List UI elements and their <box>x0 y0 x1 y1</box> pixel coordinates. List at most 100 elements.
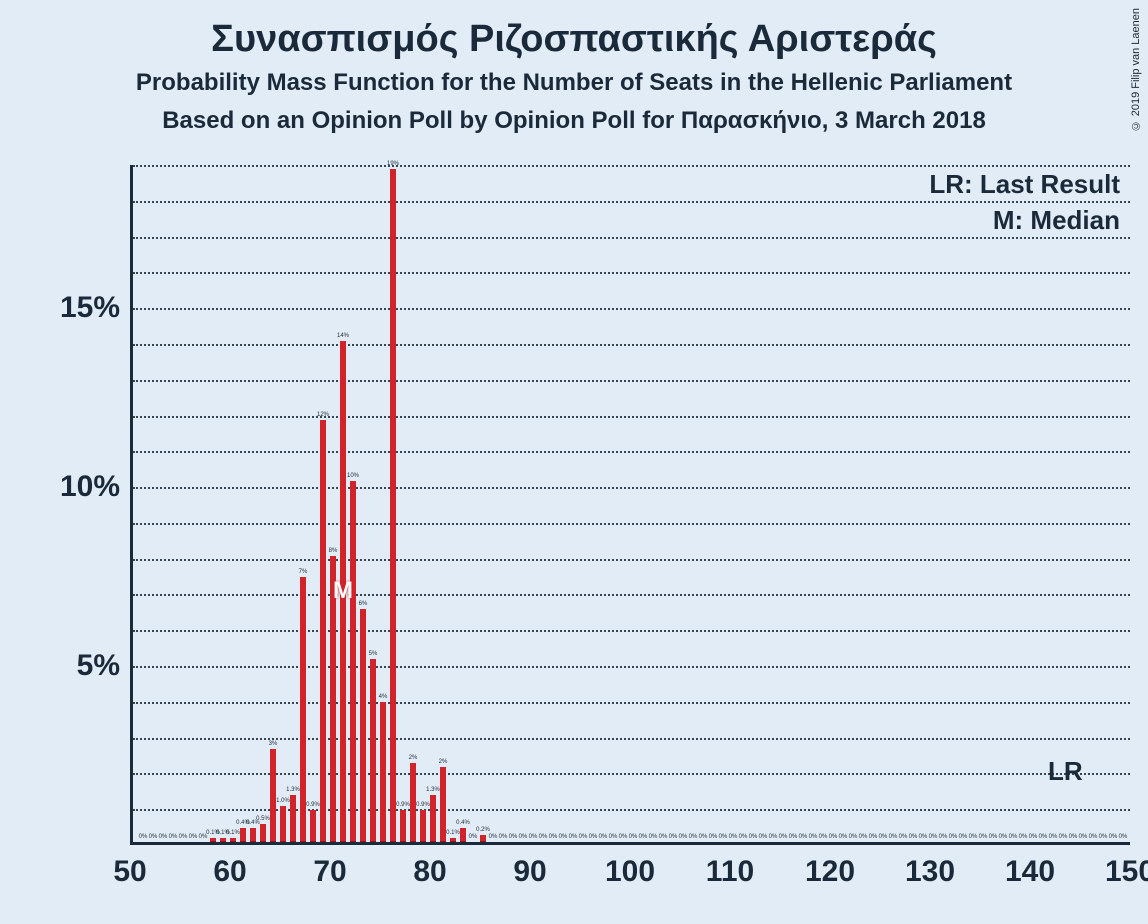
bar-value-label: 3% <box>269 741 278 747</box>
x-axis-label: 100 <box>605 855 655 889</box>
bar-value-label: 1.3% <box>286 787 300 793</box>
bar-value-label: 0% <box>599 834 608 840</box>
x-axis-label: 110 <box>706 855 754 889</box>
y-axis-label: 10% <box>40 470 120 504</box>
bar-value-label: 0% <box>1039 834 1048 840</box>
bar-value-label: 0% <box>539 834 548 840</box>
bar-value-label: 0% <box>929 834 938 840</box>
gridline <box>133 272 1130 274</box>
bar-value-label: 0% <box>139 834 148 840</box>
bar <box>460 828 466 842</box>
bar-value-label: 0% <box>519 834 528 840</box>
bar-value-label: 0% <box>949 834 958 840</box>
bar-value-label: 0% <box>689 834 698 840</box>
bar-value-label: 0.9% <box>396 802 410 808</box>
bar-value-label: 0% <box>1009 834 1018 840</box>
bar-value-label: 0% <box>1019 834 1028 840</box>
bar-value-label: 0% <box>1049 834 1058 840</box>
gridline <box>133 630 1130 632</box>
bar-value-label: 0.1% <box>446 830 460 836</box>
bar-value-label: 0% <box>559 834 568 840</box>
bar-value-label: 0% <box>909 834 918 840</box>
bar-value-label: 12% <box>317 412 329 418</box>
bar-value-label: 0% <box>189 834 198 840</box>
gridline <box>133 380 1130 382</box>
bar-value-label: 0% <box>969 834 978 840</box>
legend-last-result: LR: Last Result <box>929 169 1120 200</box>
bar-value-label: 1.3% <box>426 787 440 793</box>
bar-value-label: 0% <box>669 834 678 840</box>
bar-value-label: 0% <box>1109 834 1118 840</box>
bar-value-label: 0% <box>769 834 778 840</box>
bar-value-label: 0% <box>509 834 518 840</box>
bar-value-label: 2% <box>409 755 418 761</box>
bar-value-label: 0% <box>739 834 748 840</box>
bar <box>350 481 356 842</box>
bar-value-label: 0% <box>579 834 588 840</box>
chart-title: Συνασπισμός Ριζοσπαστικής Αριστεράς <box>0 0 1148 61</box>
bar-value-label: 0% <box>939 834 948 840</box>
chart-subtitle-2: Based on an Opinion Poll by Opinion Poll… <box>0 97 1148 135</box>
bar-value-label: 0% <box>1059 834 1068 840</box>
bar-value-label: 0.9% <box>416 802 430 808</box>
gridline <box>133 487 1130 489</box>
gridline <box>133 523 1130 525</box>
gridline <box>133 702 1130 704</box>
bar-value-label: 0% <box>169 834 178 840</box>
bar-value-label: 0% <box>859 834 868 840</box>
bar-value-label: 0% <box>489 834 498 840</box>
bar-value-label: 0.4% <box>456 820 470 826</box>
bar-value-label: 8% <box>329 548 338 554</box>
bar-value-label: 0% <box>819 834 828 840</box>
gridline <box>133 451 1130 453</box>
bar-value-label: 0% <box>869 834 878 840</box>
copyright-text: © 2019 Filip van Laenen <box>1130 8 1142 131</box>
bar <box>320 420 326 842</box>
bar <box>220 838 226 842</box>
bar-value-label: 0% <box>839 834 848 840</box>
bar <box>240 828 246 842</box>
bar-value-label: 0% <box>549 834 558 840</box>
bar-value-label: 0% <box>569 834 578 840</box>
bar <box>450 838 456 842</box>
bar <box>380 702 386 842</box>
bar-value-label: 0% <box>1079 834 1088 840</box>
bar-value-label: 0% <box>809 834 818 840</box>
bar-value-label: 0% <box>749 834 758 840</box>
bar-value-label: 14% <box>337 333 349 339</box>
gridline <box>133 237 1130 239</box>
x-axis-label: 80 <box>413 855 446 889</box>
bar <box>390 169 396 842</box>
bar-value-label: 2% <box>439 759 448 765</box>
bar <box>230 838 236 842</box>
bar-value-label: 0% <box>999 834 1008 840</box>
x-axis-label: 130 <box>905 855 955 889</box>
x-axis-label: 150 <box>1105 855 1148 889</box>
median-marker: M <box>333 577 353 605</box>
bar-value-label: 0% <box>499 834 508 840</box>
x-axis-label: 120 <box>805 855 855 889</box>
bar-value-label: 0% <box>919 834 928 840</box>
bar-value-label: 0% <box>1099 834 1108 840</box>
bar-value-label: 0.2% <box>476 827 490 833</box>
chart-subtitle-1: Probability Mass Function for the Number… <box>0 61 1148 97</box>
bar-value-label: 0.9% <box>306 802 320 808</box>
bar-value-label: 10% <box>347 473 359 479</box>
gridline <box>133 666 1130 668</box>
bar-value-label: 0% <box>179 834 188 840</box>
bar <box>480 835 486 842</box>
bar <box>290 795 296 842</box>
bar-value-label: 0% <box>719 834 728 840</box>
x-axis-label: 60 <box>213 855 246 889</box>
gridline <box>133 201 1130 203</box>
bar-value-label: 0% <box>789 834 798 840</box>
bar-value-label: 0% <box>879 834 888 840</box>
gridline <box>133 773 1130 775</box>
bar <box>260 824 266 842</box>
bar <box>410 763 416 842</box>
bar <box>250 828 256 842</box>
bar-value-label: 0.5% <box>256 816 270 822</box>
bar <box>310 810 316 842</box>
bar <box>360 609 366 842</box>
bar-value-label: 0% <box>679 834 688 840</box>
